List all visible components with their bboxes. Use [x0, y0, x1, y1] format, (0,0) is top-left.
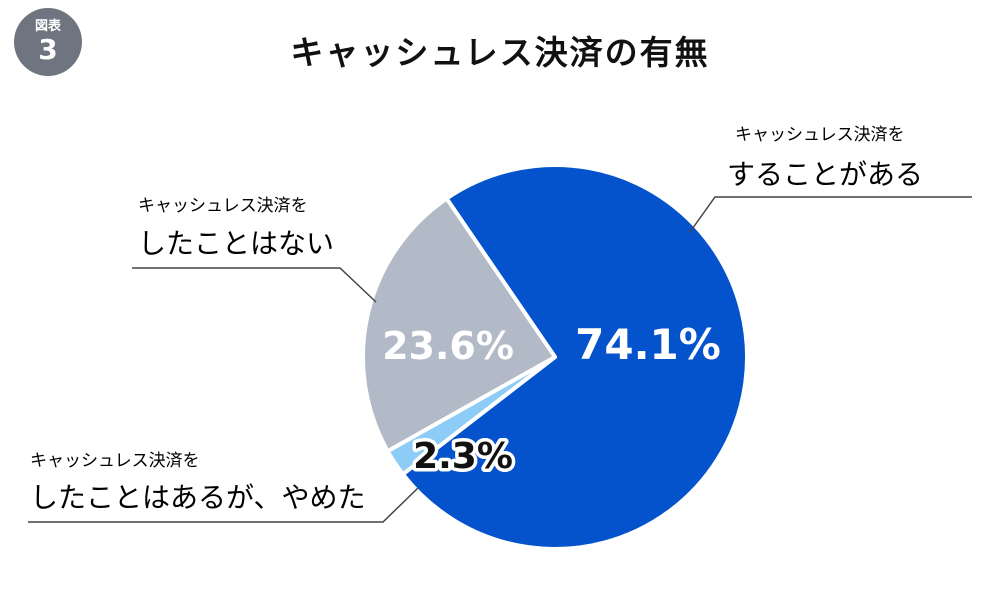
figure-badge: 図表 3 — [14, 8, 82, 76]
figure-badge-label: 図表 — [34, 19, 61, 34]
leader-line-yes — [689, 196, 972, 233]
label-yes-line1: キャッシュレス決済を — [735, 125, 905, 145]
label-quit-line2: したことはあるが、やめた — [30, 481, 365, 514]
leader-line-quit — [28, 487, 419, 523]
value-label-quit: 2.3% — [413, 436, 513, 477]
value-label-yes: 74.1% — [575, 320, 721, 369]
label-quit-line1: キャッシュレス決済を — [30, 451, 200, 471]
label-yes-line2: することがある — [727, 158, 923, 191]
pie-slice-never — [361, 196, 557, 454]
label-never-line2: したことはない — [138, 227, 334, 260]
leader-line-never — [132, 267, 377, 303]
figure-badge-number: 3 — [38, 33, 58, 66]
value-label-never: 23.6% — [382, 324, 514, 368]
pie-slice-yes — [400, 163, 749, 551]
label-never-line1: キャッシュレス決済を — [138, 196, 308, 216]
chart-title: キャッシュレス決済の有無 — [290, 33, 710, 72]
